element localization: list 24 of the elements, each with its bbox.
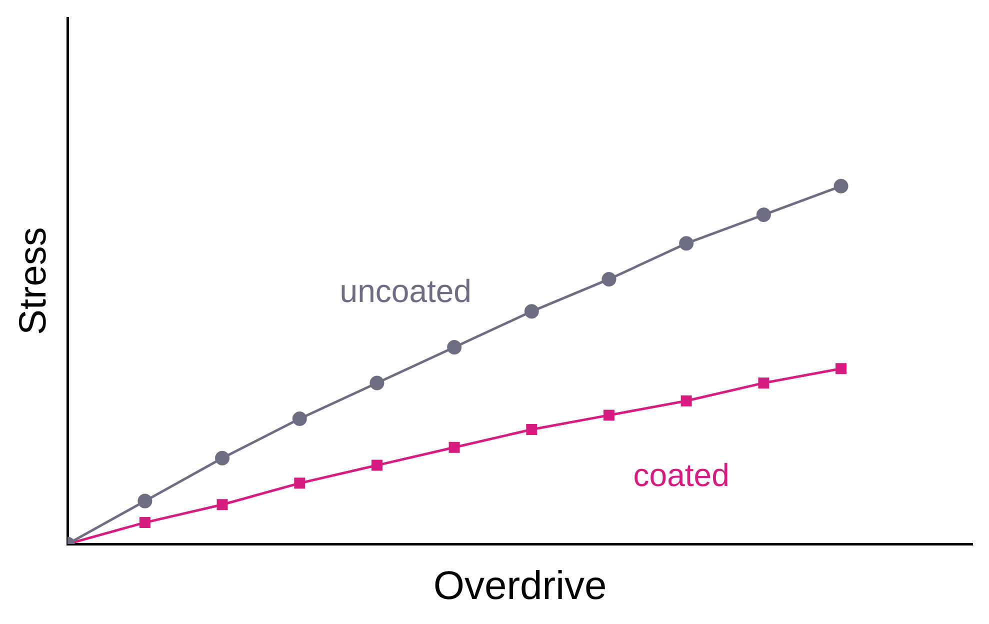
y-axis-title: Stress (12, 227, 54, 335)
point (139, 517, 150, 528)
point (138, 494, 152, 508)
point (602, 272, 616, 286)
point (448, 442, 460, 453)
point (604, 410, 614, 421)
point (756, 208, 771, 222)
point (216, 499, 228, 510)
point (680, 395, 692, 406)
series-label: uncoated (340, 273, 472, 310)
point (215, 450, 230, 466)
point (524, 304, 539, 319)
point (679, 236, 694, 251)
point (370, 376, 384, 390)
point (292, 412, 307, 426)
point (294, 478, 306, 489)
point (447, 340, 462, 354)
point (371, 460, 382, 471)
x-axis-title: Overdrive (433, 564, 607, 608)
point (526, 424, 538, 435)
point (834, 178, 848, 194)
point (758, 377, 770, 388)
series-label: coated (633, 456, 730, 493)
point (836, 363, 847, 374)
